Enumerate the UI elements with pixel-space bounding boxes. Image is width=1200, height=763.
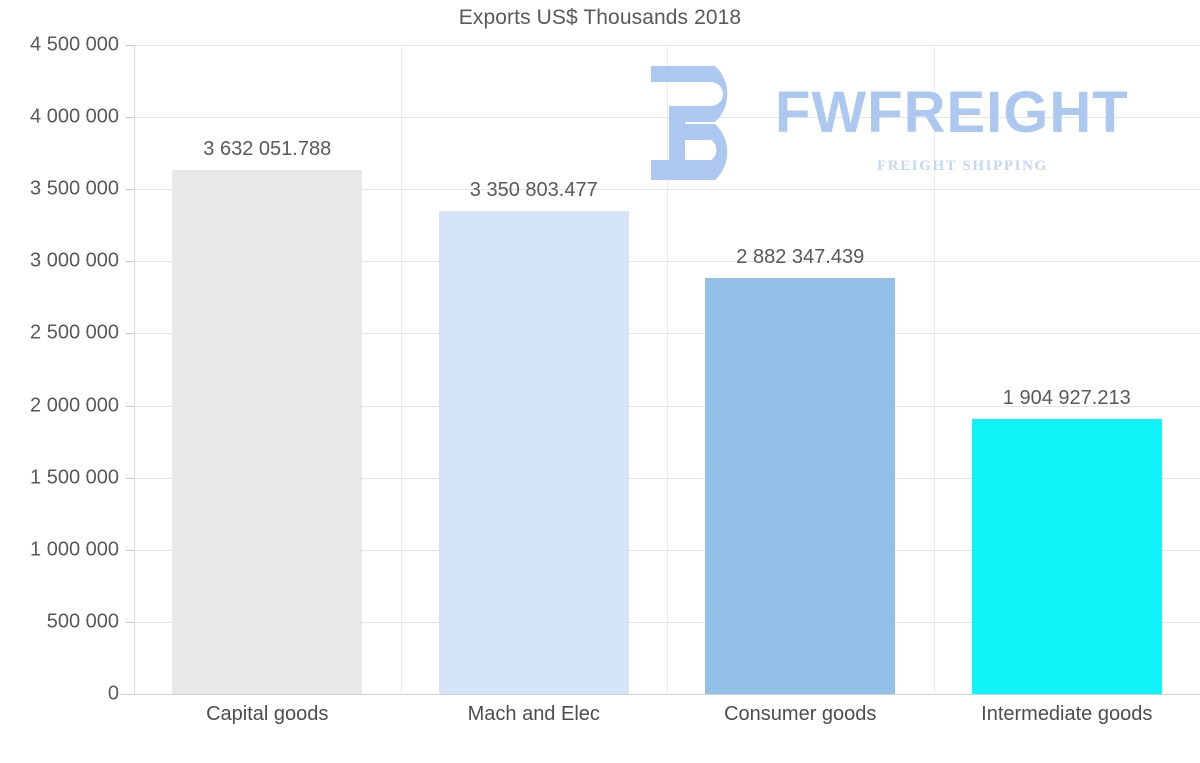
bar-value-label: 3 632 051.788 xyxy=(203,138,332,161)
bar[interactable] xyxy=(439,210,629,694)
bar-value-label: 1 904 927.213 xyxy=(1002,387,1131,410)
x-axis-category-label: Capital goods xyxy=(206,703,329,725)
x-axis-category-label: Intermediate goods xyxy=(981,703,1153,725)
bar-value-label: 2 882 347.439 xyxy=(736,246,865,269)
bar[interactable] xyxy=(705,278,895,694)
x-axis-category-label: Mach and Elec xyxy=(467,703,600,725)
chart-title: Exports US$ Thousands 2018 xyxy=(458,6,742,29)
bar[interactable] xyxy=(172,170,362,694)
x-axis-category-label: Consumer goods xyxy=(724,703,877,725)
bar-value-label: 3 350 803.477 xyxy=(469,178,598,201)
bar[interactable] xyxy=(972,419,1162,694)
